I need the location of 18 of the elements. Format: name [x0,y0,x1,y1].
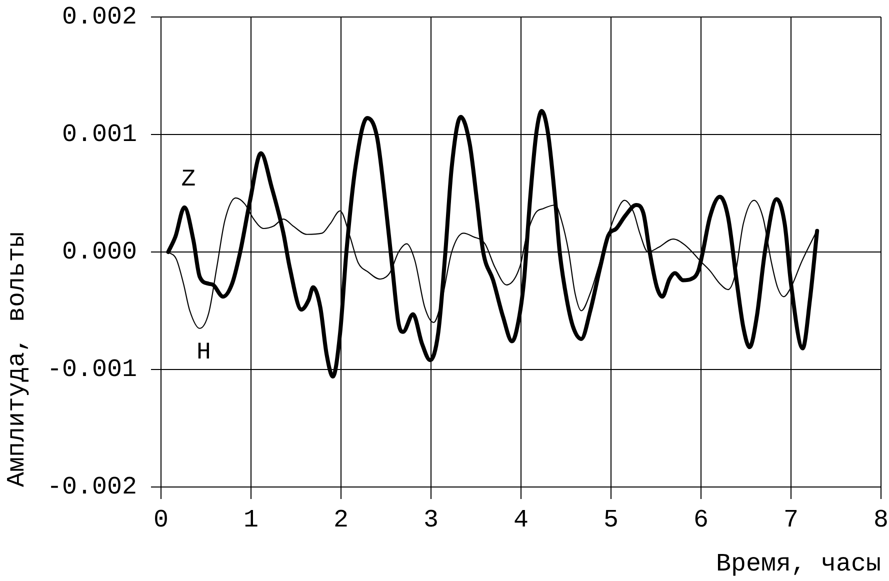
x-tick-label: 8 [873,506,889,535]
y-tick-label: 0.002 [62,2,137,32]
y-tick-label: 0.000 [62,238,137,267]
y-tick-label: -0.001 [46,355,137,384]
x-tick-label: 0 [153,506,169,535]
x-tick-label: 3 [423,506,439,535]
x-tick-label: 5 [603,506,619,535]
x-tick-label: 6 [693,506,709,535]
x-tick-label: 7 [783,506,799,535]
series-label: H [196,340,211,367]
x-tick-label: 1 [243,506,259,535]
y-tick-label: -0.002 [46,472,137,502]
x-tick-label: 2 [333,506,349,535]
series-label: Z [181,166,196,194]
y-axis-title: Амплитуда, вольты [2,232,32,487]
y-tick-label: 0.001 [62,120,137,150]
x-axis-title: Время, часы [716,550,881,579]
x-tick-label: 4 [513,506,529,535]
